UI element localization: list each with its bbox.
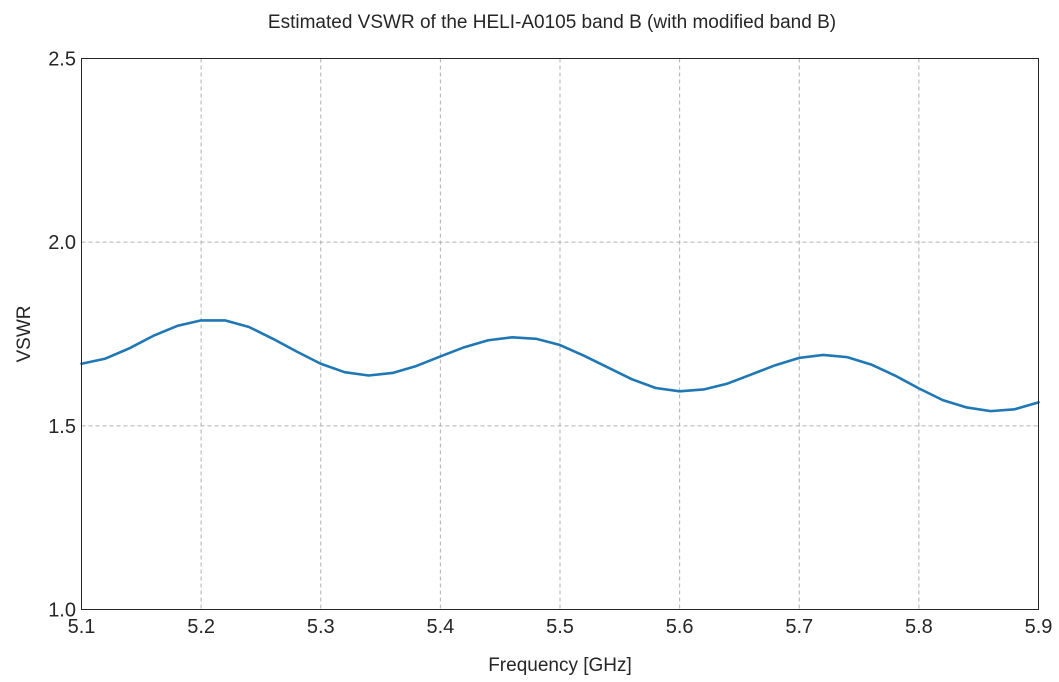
- x-tick-label: 5.9: [1025, 616, 1053, 638]
- x-tick-label: 5.1: [68, 616, 96, 638]
- x-tick-label: 5.2: [187, 616, 215, 638]
- x-tick-label: 5.4: [426, 616, 454, 638]
- y-tick-label: 2.0: [48, 232, 76, 254]
- x-axis-label: Frequency [GHz]: [488, 655, 632, 676]
- x-tick-labels: 5.1 5.2 5.3 5.4 5.5 5.6 5.7 5.8 5.9: [68, 616, 1053, 638]
- y-tick-label: 1.0: [48, 600, 76, 622]
- x-tick-label: 5.5: [546, 616, 574, 638]
- vswr-series-line: [80, 319, 1040, 413]
- series-layer: [80, 319, 1040, 413]
- y-tick-label: 2.5: [48, 49, 76, 71]
- chart-title: Estimated VSWR of the HELI-A0105 band B …: [268, 12, 836, 33]
- x-tick-label: 5.3: [307, 616, 335, 638]
- grid: [81, 58, 1039, 610]
- y-tick-label: 1.5: [48, 416, 76, 438]
- plot-frame: [81, 58, 1039, 610]
- x-tick-label: 5.7: [785, 616, 813, 638]
- y-axis-label: VSWR: [14, 306, 35, 363]
- y-tick-labels: 1.0 1.5 2.0 2.5: [48, 49, 76, 622]
- x-tick-label: 5.8: [905, 616, 933, 638]
- x-tick-label: 5.6: [666, 616, 694, 638]
